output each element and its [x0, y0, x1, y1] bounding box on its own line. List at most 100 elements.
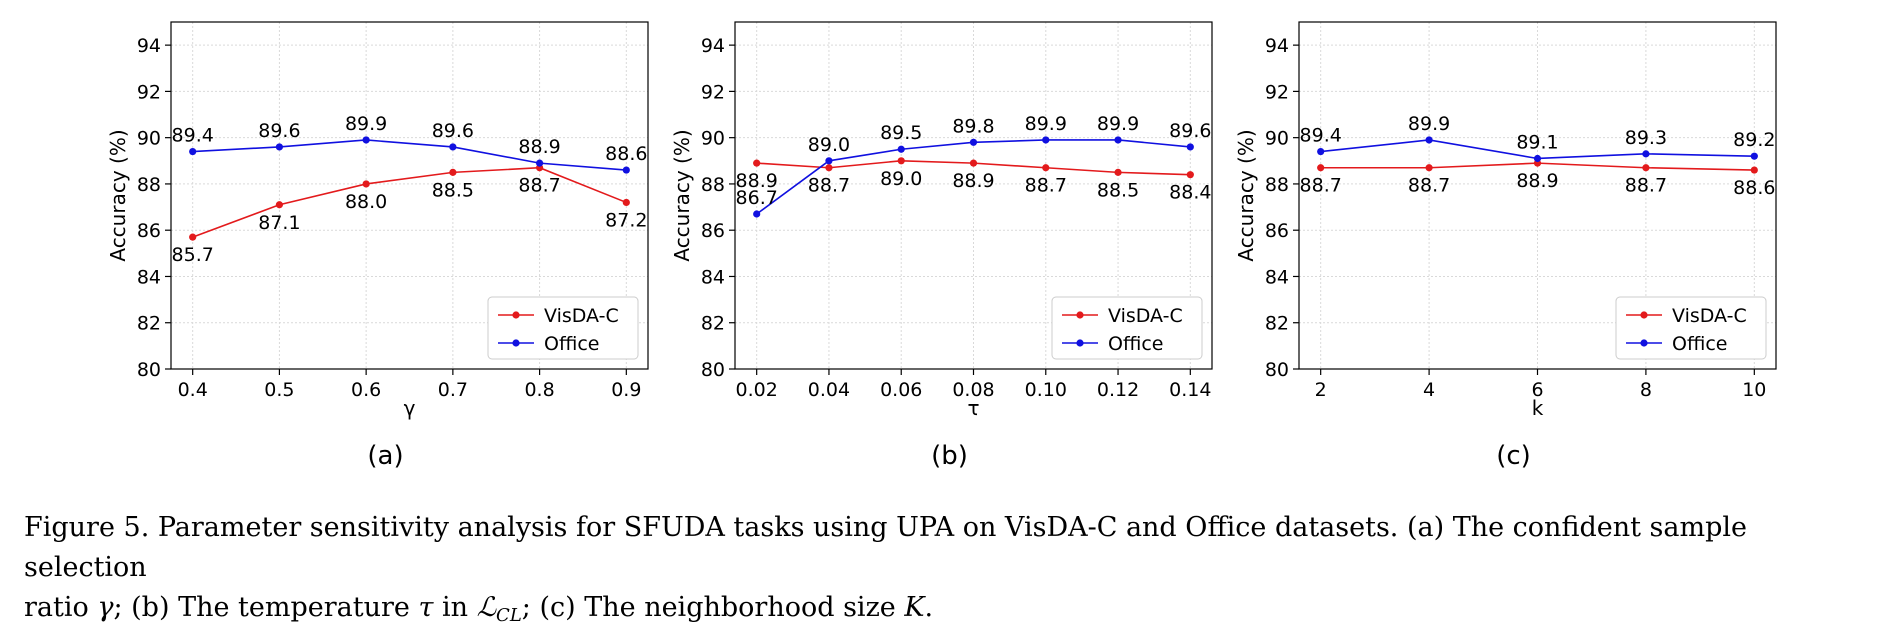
x-tick-label: 0.10 — [1025, 379, 1067, 401]
legend-label: VisDA-C — [544, 305, 619, 327]
data-label: 89.6 — [258, 120, 300, 142]
caption-gamma: γ — [97, 592, 114, 623]
data-point — [1042, 164, 1050, 172]
data-label: 87.2 — [605, 209, 647, 231]
data-point — [753, 159, 761, 167]
legend-swatch-marker — [1640, 311, 1648, 319]
data-point — [969, 159, 978, 167]
y-tick-label: 90 — [137, 128, 161, 150]
legend-swatch-marker — [512, 339, 520, 347]
chart-panel-b: 80 82 84 86 88 90 92 94 0.02 0.04 0.06 0.08 0.10 0.12… — [670, 21, 1213, 471]
y-tick-label: 80 — [137, 359, 161, 381]
figure-caption: Figure 5. Parameter sensitivity analysis… — [24, 508, 1869, 636]
data-label: 89.1 — [1516, 131, 1558, 153]
caption-loss-symbol: ℒ — [476, 592, 497, 623]
y-tick-label: 92 — [137, 81, 161, 103]
y-tick-label: 90 — [701, 128, 725, 150]
data-label: 88.4 — [1169, 182, 1211, 204]
legend-swatch-marker — [512, 311, 520, 319]
data-point — [1642, 150, 1650, 158]
x-tick-label: 10 — [1742, 379, 1766, 401]
data-point — [622, 166, 630, 174]
x-tick-label: 0.6 — [351, 379, 381, 401]
data-label: 88.9 — [736, 170, 778, 192]
data-point — [1186, 171, 1194, 179]
data-point — [1186, 143, 1194, 151]
y-tick-label: 82 — [701, 313, 725, 335]
data-label: 89.4 — [172, 125, 214, 147]
series-line-office — [192, 139, 627, 171]
y-tick-label: 88 — [137, 174, 161, 196]
data-label: 89.9 — [1025, 113, 1067, 135]
data-label: 89.8 — [952, 115, 994, 137]
data-label: 89.2 — [1733, 129, 1775, 151]
panel-label: (b) — [931, 441, 968, 471]
data-label: 87.1 — [258, 212, 300, 234]
y-axis-label: Accuracy (%) — [106, 129, 130, 261]
plot-frame — [170, 21, 649, 370]
data-label: 88.9 — [1516, 170, 1558, 192]
data-point — [897, 157, 905, 165]
x-tick-label: 4 — [1423, 379, 1435, 401]
data-point — [1114, 168, 1122, 176]
data-label: 88.7 — [518, 175, 560, 197]
x-axis-label: τ — [967, 396, 979, 420]
x-tick-label: 0.06 — [880, 379, 922, 401]
y-tick-label: 92 — [701, 81, 725, 103]
legend-swatch-marker — [1076, 311, 1084, 319]
x-tick-label: 0.9 — [611, 379, 641, 401]
x-tick-label: 0.8 — [524, 379, 554, 401]
chart-panel-c: 80 82 84 86 88 90 92 94 2 4 6 8 10 k Accuracy (%) (c) 88… — [1234, 21, 1777, 471]
x-tick-label: 0.12 — [1097, 379, 1139, 401]
data-label: 89.0 — [808, 134, 850, 156]
x-tick-label: 0.08 — [952, 379, 994, 401]
x-tick-label: 2 — [1315, 379, 1327, 401]
data-label: 88.7 — [1300, 175, 1342, 197]
legend-swatch-marker — [1640, 339, 1648, 347]
panel-label: (a) — [367, 441, 403, 471]
y-tick-label: 86 — [137, 220, 161, 242]
data-label: 89.5 — [880, 122, 922, 144]
data-point — [362, 136, 370, 144]
legend-label: VisDA-C — [1108, 305, 1183, 327]
legend-label: Office — [544, 333, 599, 355]
data-point — [622, 198, 630, 207]
data-label: 89.9 — [1097, 113, 1139, 135]
data-point — [1317, 164, 1325, 172]
data-label: 88.5 — [1097, 179, 1139, 201]
y-tick-label: 80 — [1265, 359, 1289, 381]
y-tick-label: 94 — [701, 35, 725, 57]
data-label: 88.9 — [518, 136, 560, 158]
data-label: 89.9 — [1408, 113, 1450, 135]
x-tick-label: 8 — [1640, 379, 1652, 401]
x-tick-label: 0.04 — [808, 379, 850, 401]
data-point — [1114, 136, 1122, 144]
y-tick-label: 82 — [137, 313, 161, 335]
y-tick-label: 86 — [701, 220, 725, 242]
y-tick-label: 88 — [1265, 174, 1289, 196]
data-point — [189, 233, 197, 241]
panel-label: (c) — [1496, 441, 1531, 471]
x-tick-label: 0.7 — [438, 379, 468, 401]
data-point — [1750, 152, 1758, 160]
chart-panel-a: 80 82 84 86 88 90 92 94 0.4 0.5 0.6 0.7 0.8 0.9 γ Accur… — [106, 21, 649, 471]
x-tick-label: 0.4 — [178, 379, 208, 401]
y-tick-label: 80 — [701, 359, 725, 381]
legend: VisDA-C Office — [487, 296, 639, 360]
data-point — [1042, 136, 1050, 144]
x-axis-label: k — [1532, 396, 1544, 420]
y-tick-label: 90 — [1265, 128, 1289, 150]
y-tick-label: 84 — [137, 266, 161, 288]
data-label: 88.7 — [808, 175, 850, 197]
legend: VisDA-C Office — [1051, 296, 1203, 360]
data-label: 88.5 — [432, 179, 474, 201]
data-label: 88.7 — [1025, 175, 1067, 197]
data-point — [362, 180, 370, 188]
data-point — [1642, 164, 1650, 172]
caption-line-2: ratio γ; (b) The temperature τ in ℒCL; (… — [24, 592, 934, 626]
data-point — [535, 159, 544, 167]
data-label: 85.7 — [172, 244, 214, 266]
data-label: 88.6 — [605, 143, 647, 165]
y-tick-label: 84 — [701, 266, 725, 288]
